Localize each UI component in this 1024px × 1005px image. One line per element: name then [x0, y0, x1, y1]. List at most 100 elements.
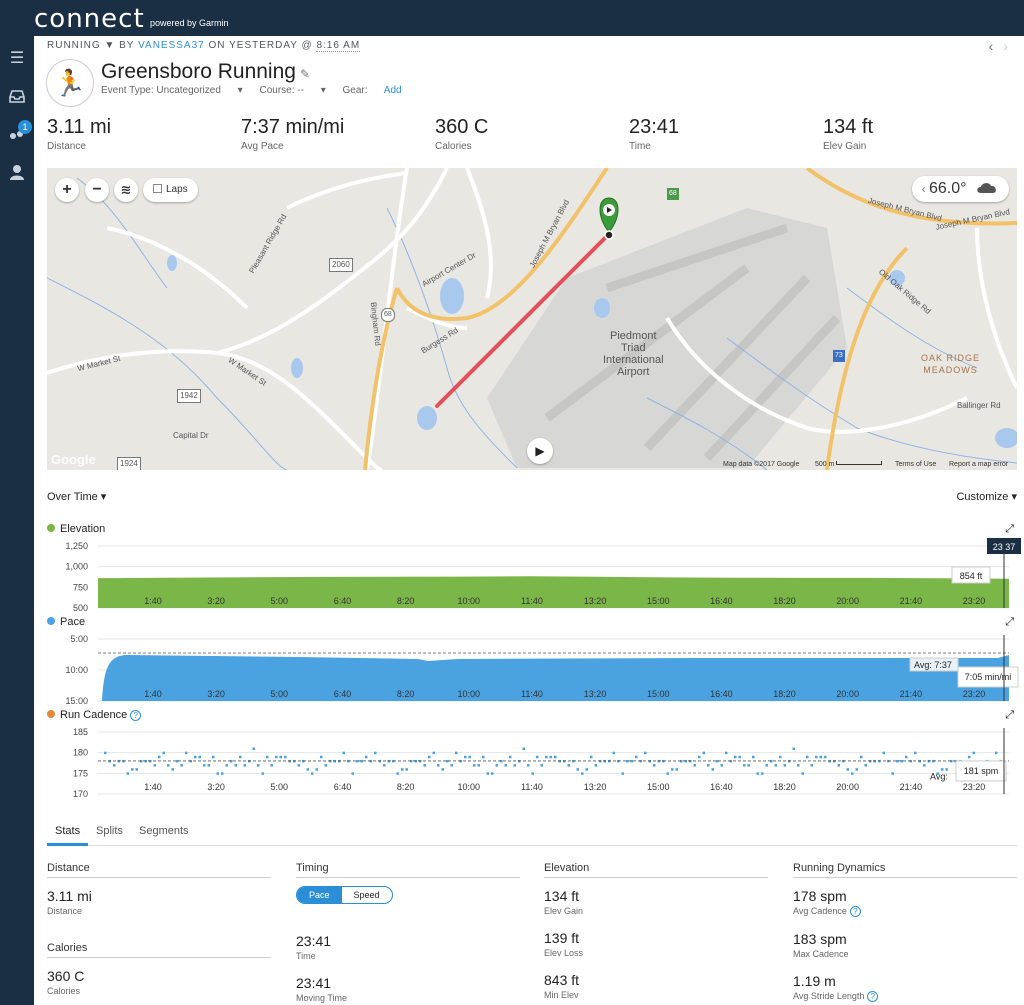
speed-toggle-button[interactable]: Speed — [353, 890, 380, 900]
cadence-point — [968, 755, 971, 759]
cadence-point — [491, 772, 494, 775]
cadence-point — [311, 772, 314, 775]
weather-widget[interactable]: ‹ 66.0° — [911, 176, 1009, 202]
x-tick-label: 1:40 — [144, 689, 162, 699]
next-activity-icon[interactable]: › — [1003, 38, 1018, 54]
charts-area[interactable]: 1,250 1,000 750 500 5:00 10:00 15:00 185 180 175 1… — [34, 536, 1024, 826]
profile-icon[interactable] — [6, 164, 28, 186]
cadence-point — [203, 764, 206, 767]
pace-toggle-button[interactable]: Pace — [297, 887, 342, 903]
oak-ridge-meadows-label: OAK RIDGE MEADOWS — [921, 353, 981, 375]
cadence-point — [396, 772, 399, 775]
help-icon[interactable]: ? — [849, 906, 861, 917]
cadence-point — [995, 751, 998, 755]
route-map[interactable]: + − ≋ Laps ‹ 66.0° Piedmont Triad Intern… — [47, 168, 1017, 470]
stat-heading: Calories — [47, 942, 271, 958]
cadence-point — [405, 768, 408, 771]
cadence-point — [104, 751, 107, 755]
chevron-down-icon[interactable]: ▼ — [104, 40, 120, 51]
activity-time[interactable]: 8:16 AM — [316, 40, 361, 52]
chevron-left-icon[interactable]: ‹ — [921, 182, 929, 196]
prev-activity-icon[interactable]: ‹ — [988, 38, 1004, 54]
summary-value: 134 ft — [823, 116, 874, 138]
user-link[interactable]: VANESSA37 — [138, 40, 205, 51]
summary-value: 360 C — [435, 116, 489, 138]
cadence-point — [140, 759, 143, 763]
stat-label: Min Elev — [544, 990, 579, 1000]
x-tick-label: 5:00 — [271, 689, 289, 699]
start-marker[interactable] — [599, 197, 619, 240]
cadence-point — [851, 772, 854, 775]
help-icon[interactable]: ? — [130, 710, 142, 721]
cadence-point — [410, 759, 413, 763]
customize-dropdown[interactable]: Customize ▾ — [956, 491, 1017, 503]
cadence-point — [162, 751, 165, 755]
cadence-point — [720, 764, 723, 767]
laps-checkbox[interactable] — [153, 184, 162, 193]
ballinger-label: Ballinger Rd — [957, 401, 1001, 410]
course-dropdown[interactable]: Course: -- ▾ — [259, 85, 326, 96]
stat-value: 183 spm — [793, 931, 847, 947]
cadence-point — [792, 747, 795, 751]
menu-icon[interactable]: ☰ — [9, 50, 25, 67]
cadence-point — [450, 764, 453, 767]
expand-icon[interactable]: ⤢ — [1005, 523, 1014, 535]
zoom-in-button[interactable]: + — [55, 178, 79, 202]
route-1924-sign: 1924 — [117, 457, 141, 470]
cadence-point — [401, 768, 404, 771]
avg-stride-label: Avg Stride Length — [793, 991, 865, 1001]
cadence-legend-dot — [47, 710, 55, 718]
tab-splits[interactable]: Splits — [96, 825, 123, 837]
report-error-link[interactable]: Report a map error — [949, 461, 1009, 468]
help-icon[interactable]: ? — [867, 991, 879, 1002]
x-tick-label: 3:20 — [207, 782, 225, 792]
cadence-avg-label: Avg: — [930, 771, 948, 781]
y-tick-label: 1,250 — [65, 541, 88, 551]
cadence-point — [266, 755, 269, 759]
stat-value: 139 ft — [544, 930, 580, 946]
pace-area — [102, 655, 1009, 701]
zoom-out-button[interactable]: − — [85, 178, 109, 202]
cadence-point — [153, 764, 156, 767]
cadence-point — [423, 764, 426, 767]
cadence-point — [527, 764, 530, 767]
event-type-dropdown[interactable]: Event Type: Uncategorized ▾ — [101, 85, 243, 96]
map-scale-label: 500 m — [815, 461, 835, 468]
expand-icon[interactable]: ⤢ — [1005, 616, 1014, 628]
cadence-point — [819, 755, 822, 759]
cadence-point — [882, 751, 885, 755]
cadence-point — [257, 764, 260, 767]
route-68-sign-2: 68 — [667, 188, 679, 200]
cadence-point — [756, 772, 759, 775]
cadence-point — [761, 772, 764, 775]
inbox-icon[interactable] — [6, 88, 28, 110]
pencil-icon[interactable]: ✎ — [299, 67, 311, 81]
layers-icon[interactable]: ≋ — [114, 178, 138, 202]
cadence-point — [716, 759, 719, 763]
cadence-point — [513, 764, 516, 767]
expand-icon[interactable]: ⤢ — [1005, 709, 1014, 721]
cadence-point — [702, 751, 705, 755]
route-1942-sign: 1942 — [177, 389, 201, 403]
terms-link[interactable]: Terms of Use — [895, 461, 937, 468]
over-time-dropdown[interactable]: Over Time ▾ — [47, 491, 107, 503]
cadence-point — [612, 751, 615, 755]
x-tick-label: 6:40 — [334, 689, 352, 699]
cadence-point — [815, 755, 818, 759]
connect-logo[interactable]: connect — [34, 4, 145, 34]
y-tick-label: 750 — [73, 582, 88, 592]
activity-title-text[interactable]: Greensboro Running — [101, 60, 296, 83]
tab-stats[interactable]: Stats — [46, 825, 89, 846]
add-gear-link[interactable]: Add — [383, 85, 402, 96]
activity-type-dropdown[interactable]: RUNNING — [47, 40, 101, 51]
pace-speed-toggle[interactable]: Pace Speed — [296, 886, 393, 904]
cadence-point — [914, 751, 917, 755]
cadence-point — [855, 768, 858, 771]
laps-toggle[interactable]: Laps — [143, 178, 198, 202]
cadence-point — [864, 764, 867, 767]
cadence-point — [468, 755, 471, 759]
cadence-point — [158, 755, 161, 759]
tab-segments[interactable]: Segments — [139, 825, 189, 837]
play-route-button[interactable]: ▶ — [527, 438, 553, 464]
pace-title-text: Pace — [60, 616, 86, 628]
